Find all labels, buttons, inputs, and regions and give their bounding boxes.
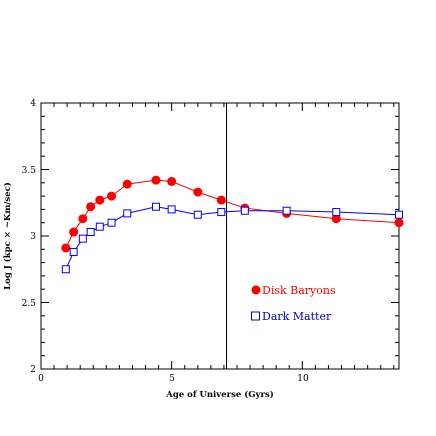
data-point-disk-baryons — [394, 218, 404, 228]
data-point-disk-baryons — [69, 227, 79, 237]
x-tick-label: 10 — [297, 374, 309, 384]
data-point-disk-baryons — [331, 214, 341, 224]
data-point-disk-baryons — [78, 214, 88, 224]
y-tick-label: 2 — [30, 365, 36, 375]
series-line — [65, 179, 400, 249]
x-tick-label: 0 — [38, 374, 44, 384]
data-point-disk-baryons — [107, 191, 117, 201]
data-point-dark-matter — [151, 202, 160, 211]
y-tick-labels: 2 2.5 3 3.5 4 — [22, 99, 37, 375]
data-point-dark-matter — [193, 210, 202, 219]
x-tick-labels: 0 5 10 — [38, 374, 309, 384]
data-point-disk-baryons — [61, 243, 71, 253]
data-point-dark-matter — [282, 206, 291, 215]
data-point-dark-matter — [78, 234, 87, 243]
legend-marker-disk-baryons — [251, 285, 261, 295]
data-point-dark-matter — [240, 206, 249, 215]
data-point-dark-matter — [86, 228, 95, 237]
data-point-disk-baryons — [216, 195, 226, 205]
data-point-dark-matter — [69, 247, 78, 256]
legend: Disk Baryons Dark Matter — [251, 284, 336, 323]
data-point-disk-baryons — [122, 179, 132, 189]
data-point-dark-matter — [107, 218, 116, 227]
data-point-disk-baryons — [95, 195, 105, 205]
data-point-disk-baryons — [151, 175, 161, 185]
data-point-dark-matter — [395, 210, 403, 219]
data-markers — [61, 175, 404, 274]
axis-ticks — [40, 102, 399, 370]
data-point-dark-matter — [217, 208, 226, 217]
x-axis-label: Age of Universe (Gyrs) — [165, 389, 274, 400]
series-line — [65, 206, 400, 270]
data-point-dark-matter — [61, 265, 70, 274]
data-point-dark-matter — [332, 208, 341, 217]
legend-marker-dark-matter — [251, 311, 260, 321]
legend-label-disk-baryons: Disk Baryons — [262, 284, 336, 297]
data-point-dark-matter — [123, 209, 132, 218]
plot-frame — [40, 102, 400, 370]
series-lines — [65, 179, 400, 270]
y-axis-label: Log J (kpc × ~Km/sec) — [2, 182, 13, 290]
x-tick-label: 5 — [169, 374, 175, 384]
y-tick-label: 4 — [30, 99, 36, 109]
data-point-disk-baryons — [167, 176, 177, 186]
y-tick-label: 3 — [30, 232, 36, 242]
data-point-dark-matter — [95, 222, 104, 231]
data-point-disk-baryons — [86, 202, 96, 212]
data-point-dark-matter — [167, 205, 176, 214]
legend-label-dark-matter: Dark Matter — [262, 310, 332, 323]
data-point-disk-baryons — [193, 187, 203, 197]
y-tick-label: 3.5 — [22, 166, 37, 176]
y-tick-label: 2.5 — [22, 299, 37, 309]
